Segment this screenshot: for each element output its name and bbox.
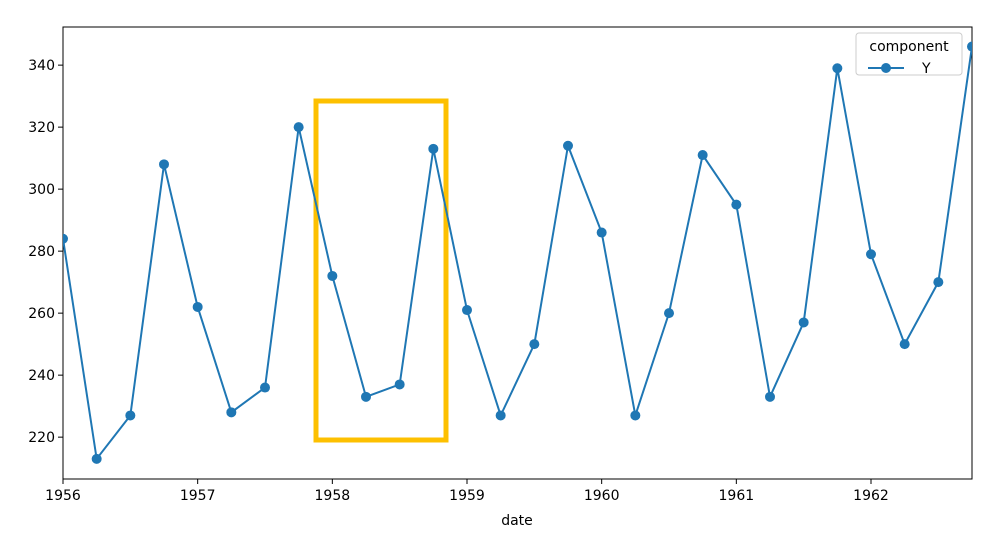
point (899, 339, 910, 350)
legend-marker (881, 63, 891, 73)
point (159, 159, 169, 170)
point (91, 453, 102, 464)
point (192, 301, 203, 312)
point (630, 410, 641, 421)
point (765, 391, 775, 402)
point (428, 143, 439, 154)
y-tick-label: 220 (28, 430, 55, 446)
point (226, 407, 237, 418)
x-tick-label: 1959 (449, 488, 485, 504)
point (293, 122, 304, 133)
point (260, 382, 270, 393)
point (798, 317, 809, 328)
point (563, 140, 573, 151)
x-tick-label: 1960 (584, 488, 620, 504)
point (933, 277, 944, 288)
x-tick-label: 1961 (719, 488, 755, 504)
series-line (63, 46, 972, 462)
point (63, 233, 68, 244)
point (495, 410, 506, 421)
point (697, 150, 708, 161)
y-tick-label: 300 (28, 182, 55, 198)
x-tick-label: 1957 (180, 488, 216, 504)
point (596, 227, 607, 238)
plot-frame (62, 26, 973, 480)
x-tick-label: 1958 (315, 488, 351, 504)
x-axis-label: date (501, 513, 533, 529)
y-tick-label: 320 (28, 120, 55, 136)
y-tick-label: 340 (28, 58, 55, 74)
legend-title: component (869, 39, 949, 55)
point (731, 199, 742, 210)
point (967, 41, 972, 52)
point (664, 308, 674, 319)
y-tick-label: 260 (28, 306, 55, 322)
point (327, 270, 338, 281)
point (462, 305, 472, 316)
y-tick-label: 240 (28, 368, 55, 384)
x-tick-label: 1956 (45, 488, 81, 504)
point (832, 63, 843, 74)
y-tick-label: 280 (28, 244, 55, 260)
point (866, 249, 876, 260)
legend-label: Y (921, 61, 931, 77)
highlight-box (313, 98, 449, 443)
point (125, 410, 136, 421)
point (529, 339, 540, 350)
point (394, 379, 405, 390)
x-tick-label: 1962 (853, 488, 889, 504)
point (361, 391, 371, 402)
